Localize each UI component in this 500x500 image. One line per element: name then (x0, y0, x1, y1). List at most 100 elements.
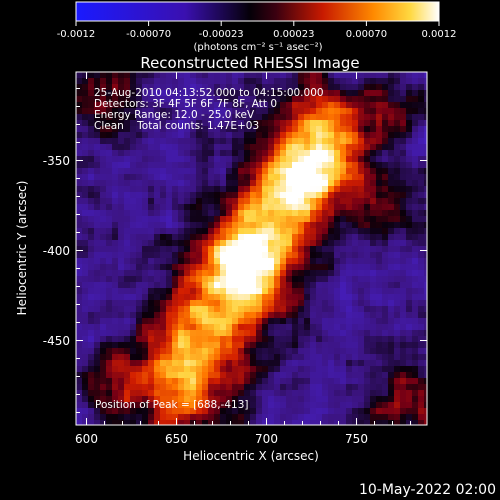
image-pixel (358, 198, 365, 205)
image-pixel (262, 312, 269, 319)
image-pixel (316, 228, 323, 235)
image-pixel (358, 414, 365, 421)
image-pixel (208, 366, 215, 373)
image-pixel (226, 108, 233, 115)
image-pixel (340, 390, 347, 397)
image-pixel (310, 372, 317, 379)
image-pixel (112, 276, 119, 283)
image-pixel (196, 288, 203, 295)
image-pixel (124, 246, 131, 253)
image-pixel (88, 228, 95, 235)
image-pixel (106, 246, 113, 253)
image-pixel (208, 210, 215, 217)
image-pixel (94, 366, 101, 373)
image-pixel (358, 258, 365, 265)
image-pixel (328, 264, 335, 271)
image-pixel (310, 156, 317, 163)
image-pixel (148, 222, 155, 229)
image-pixel (226, 282, 233, 289)
image-pixel (352, 102, 359, 109)
image-pixel (280, 78, 287, 85)
image-pixel (424, 414, 427, 421)
image-pixel (292, 222, 299, 229)
image-pixel (100, 312, 107, 319)
image-pixel (292, 78, 299, 85)
image-pixel (130, 246, 137, 253)
image-pixel (274, 102, 281, 109)
image-pixel (262, 192, 269, 199)
image-pixel (316, 90, 323, 97)
image-pixel (184, 318, 191, 325)
image-pixel (298, 192, 305, 199)
image-pixel (130, 300, 137, 307)
image-pixel (202, 300, 209, 307)
image-pixel (76, 324, 83, 331)
image-pixel (328, 390, 335, 397)
image-pixel (412, 354, 419, 361)
image-pixel (316, 294, 323, 301)
image-pixel (184, 420, 191, 425)
image-pixel (304, 252, 311, 259)
image-pixel (190, 138, 197, 145)
image-pixel (238, 240, 245, 247)
image-pixel (178, 204, 185, 211)
image-pixel (382, 198, 389, 205)
image-pixel (334, 96, 341, 103)
image-pixel (100, 378, 107, 385)
image-pixel (394, 414, 401, 421)
image-pixel (304, 246, 311, 253)
image-pixel (250, 312, 257, 319)
image-pixel (280, 138, 287, 145)
image-pixel (100, 342, 107, 349)
image-pixel (112, 150, 119, 157)
image-pixel (286, 390, 293, 397)
image-pixel (154, 306, 161, 313)
image-pixel (406, 402, 413, 409)
image-pixel (196, 330, 203, 337)
image-pixel (196, 264, 203, 271)
image-pixel (208, 402, 215, 409)
image-pixel (412, 366, 419, 373)
image-pixel (208, 168, 215, 175)
image-pixel (142, 372, 149, 379)
image-pixel (328, 408, 335, 415)
image-pixel (214, 288, 221, 295)
image-pixel (76, 216, 83, 223)
image-pixel (124, 384, 131, 391)
image-pixel (328, 102, 335, 109)
image-pixel (364, 84, 371, 91)
image-pixel (124, 264, 131, 271)
image-pixel (394, 300, 401, 307)
image-pixel (424, 270, 427, 277)
image-pixel (148, 312, 155, 319)
image-pixel (376, 384, 383, 391)
image-pixel (94, 210, 101, 217)
image-pixel (106, 348, 113, 355)
image-pixel (100, 144, 107, 151)
image-pixel (376, 282, 383, 289)
image-pixel (196, 360, 203, 367)
y-tick-label: -450 (43, 334, 70, 348)
info-annotation: 25-Aug-2010 04:13:52.000 to 04:15:00.000… (94, 87, 324, 132)
image-pixel (76, 252, 83, 259)
image-pixel (250, 204, 257, 211)
image-pixel (238, 120, 245, 127)
image-pixel (82, 204, 89, 211)
image-pixel (112, 234, 119, 241)
image-pixel (214, 186, 221, 193)
image-pixel (268, 150, 275, 157)
image-pixel (250, 402, 257, 409)
image-pixel (196, 162, 203, 169)
image-pixel (244, 306, 251, 313)
image-pixel (280, 384, 287, 391)
image-pixel (184, 72, 191, 79)
image-pixel (376, 198, 383, 205)
image-pixel (400, 210, 407, 217)
image-pixel (118, 108, 125, 115)
image-pixel (316, 114, 323, 121)
image-pixel (106, 396, 113, 403)
image-pixel (412, 324, 419, 331)
image-pixel (94, 390, 101, 397)
image-pixel (400, 372, 407, 379)
image-pixel (154, 228, 161, 235)
